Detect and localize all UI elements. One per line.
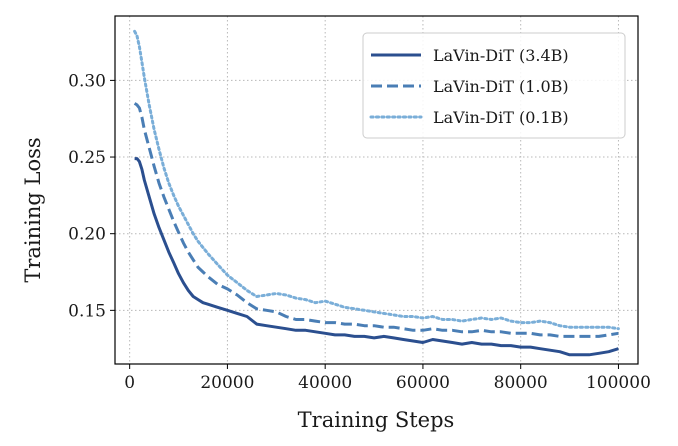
series-line-3 <box>133 29 620 331</box>
y-tick-label: 0.25 <box>68 148 106 168</box>
x-tick-label: 40000 <box>298 373 352 393</box>
y-axis-label: Training Loss <box>21 137 45 282</box>
x-tick-label: 20000 <box>200 373 254 393</box>
x-tick-label: 60000 <box>396 373 450 393</box>
y-tick-label: 0.20 <box>68 225 106 245</box>
axis-ticks: 0 20000 40000 60000 80000 100000 0.15 0.20 0.25 0… <box>68 71 651 393</box>
plot-area <box>133 29 620 357</box>
x-axis-label: Training Steps <box>298 408 455 432</box>
y-tick-label: 0.15 <box>68 301 106 321</box>
series-line-2 <box>133 102 619 338</box>
y-tick-label: 0.30 <box>68 71 106 91</box>
axes-frame <box>114 15 639 365</box>
legend-label-1: LaVin-DiT (3.4B) <box>433 46 569 65</box>
x-tick-label: 0 <box>124 373 135 393</box>
legend: LaVin-DiT (3.4B) LaVin-DiT (1.0B) LaVin-Di… <box>362 32 626 139</box>
legend-label-3: LaVin-DiT (0.1B) <box>433 108 569 127</box>
legend-box <box>362 32 626 139</box>
series-line-1 <box>134 157 619 357</box>
legend-label-2: LaVin-DiT (1.0B) <box>433 77 569 96</box>
x-tick-label: 100000 <box>586 373 651 393</box>
x-tick-label: 80000 <box>494 373 548 393</box>
